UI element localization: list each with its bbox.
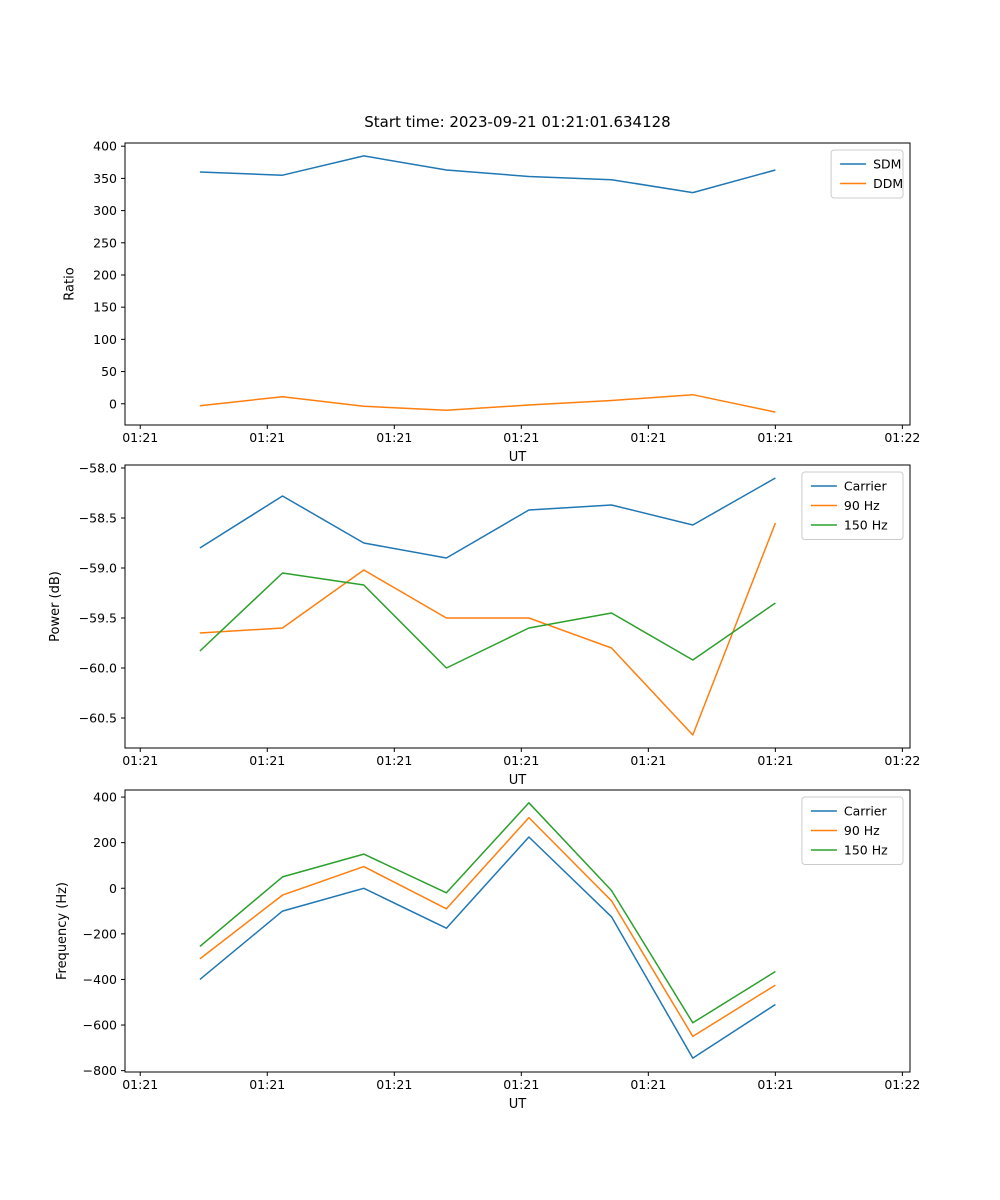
y-tick-label: 0 xyxy=(109,881,117,896)
x-tick-label: 01:21 xyxy=(249,1077,285,1092)
y-tick-label: −800 xyxy=(83,1063,117,1078)
subplot-power: 01:21 01:21 01:21 01:21 01:21 01:21 01:22 −58.0… xyxy=(48,461,920,789)
x-tick-label: 01:21 xyxy=(122,753,158,768)
series-line-90-hz xyxy=(199,522,777,736)
series-line-150-hz xyxy=(199,802,776,1024)
x-tick-label: 01:21 xyxy=(376,753,412,768)
x-tick-label: 01:21 xyxy=(122,430,158,445)
legend-label: Carrier xyxy=(844,804,888,819)
legend-box xyxy=(801,796,904,865)
x-tick-label: 01:21 xyxy=(757,753,793,768)
x-tick-label: 01:21 xyxy=(630,430,666,445)
x-tick-label: 01:21 xyxy=(630,753,666,768)
y-axis-label: Ratio xyxy=(62,267,77,300)
y-axis-label: Power (dB) xyxy=(48,571,63,642)
y-axis-label: Frequency (Hz) xyxy=(55,882,70,980)
x-tick-label: 01:21 xyxy=(249,430,285,445)
subplot-ratio: 01:21 01:21 01:21 01:21 01:21 01:21 01:22 0 50 10… xyxy=(62,139,920,465)
series-line-150-hz xyxy=(199,572,776,669)
y-tick-label: −60.5 xyxy=(79,711,117,726)
x-axis-label: UT xyxy=(509,450,527,465)
x-tick-label: 01:21 xyxy=(376,430,412,445)
y-tick-label: −600 xyxy=(83,1018,117,1033)
y-tick-label: 200 xyxy=(93,835,117,850)
x-tick-label: 01:21 xyxy=(757,1077,793,1092)
y-tick-label: 200 xyxy=(93,267,117,282)
axes-frame xyxy=(124,789,911,1073)
legend-label: DDM xyxy=(873,176,903,191)
series-line-sdm xyxy=(199,155,776,194)
y-tick-label: −58.5 xyxy=(79,511,117,526)
subplot-frequency: 01:21 01:21 01:21 01:21 01:21 01:21 01:22 −800 −… xyxy=(55,789,920,1112)
x-tick-label: 01:21 xyxy=(503,753,539,768)
series-line-carrier xyxy=(199,477,776,559)
legend: Carrier 90 Hz 150 Hz xyxy=(801,796,904,865)
x-tick-label: 01:21 xyxy=(249,753,285,768)
x-tick-label: 01:21 xyxy=(630,1077,666,1092)
series-line-ddm xyxy=(199,393,776,413)
y-tick-label: 0 xyxy=(109,396,117,411)
axes-frame xyxy=(124,464,911,749)
legend-box xyxy=(801,471,904,540)
y-tick-label: −58.0 xyxy=(79,461,117,476)
y-tick-label: 50 xyxy=(101,364,117,379)
legend-label: 150 Hz xyxy=(844,843,888,858)
y-tick-label: 150 xyxy=(93,300,117,315)
figure-title: Start time: 2023-09-21 01:21:01.634128 xyxy=(364,113,671,131)
legend-box xyxy=(830,149,904,199)
y-tick-label: −200 xyxy=(83,926,117,941)
legend-label: Carrier xyxy=(844,479,888,494)
axes-frame xyxy=(124,142,911,426)
legend: Carrier 90 Hz 150 Hz xyxy=(801,471,904,540)
legend-label: 90 Hz xyxy=(844,498,880,513)
y-tick-label: 100 xyxy=(93,332,117,347)
y-tick-label: −59.0 xyxy=(79,561,117,576)
legend-label: 90 Hz xyxy=(844,823,880,838)
legend-label: 150 Hz xyxy=(844,518,888,533)
y-tick-label: 250 xyxy=(93,235,117,250)
legend-label: SDM xyxy=(873,157,901,172)
x-axis-label: UT xyxy=(509,1097,527,1112)
y-tick-label: 350 xyxy=(93,171,117,186)
x-tick-label: 01:21 xyxy=(503,1077,539,1092)
y-tick-label: −400 xyxy=(83,972,117,987)
x-tick-label: 01:21 xyxy=(376,1077,412,1092)
y-tick-label: −60.0 xyxy=(79,661,117,676)
x-tick-label: 01:21 xyxy=(757,430,793,445)
x-axis-label: UT xyxy=(509,773,527,788)
x-tick-label: 01:22 xyxy=(884,430,920,445)
series-line-90-hz xyxy=(199,816,776,1038)
x-tick-label: 01:22 xyxy=(884,753,920,768)
legend: SDM DDM xyxy=(830,149,904,199)
series-line-carrier xyxy=(199,836,776,1059)
x-tick-label: 01:21 xyxy=(503,430,539,445)
y-tick-label: 400 xyxy=(93,790,117,805)
y-tick-label: 300 xyxy=(93,203,117,218)
x-tick-label: 01:21 xyxy=(122,1077,158,1092)
x-tick-label: 01:22 xyxy=(884,1077,920,1092)
y-tick-label: 400 xyxy=(93,139,117,154)
y-tick-label: −59.5 xyxy=(79,611,117,626)
